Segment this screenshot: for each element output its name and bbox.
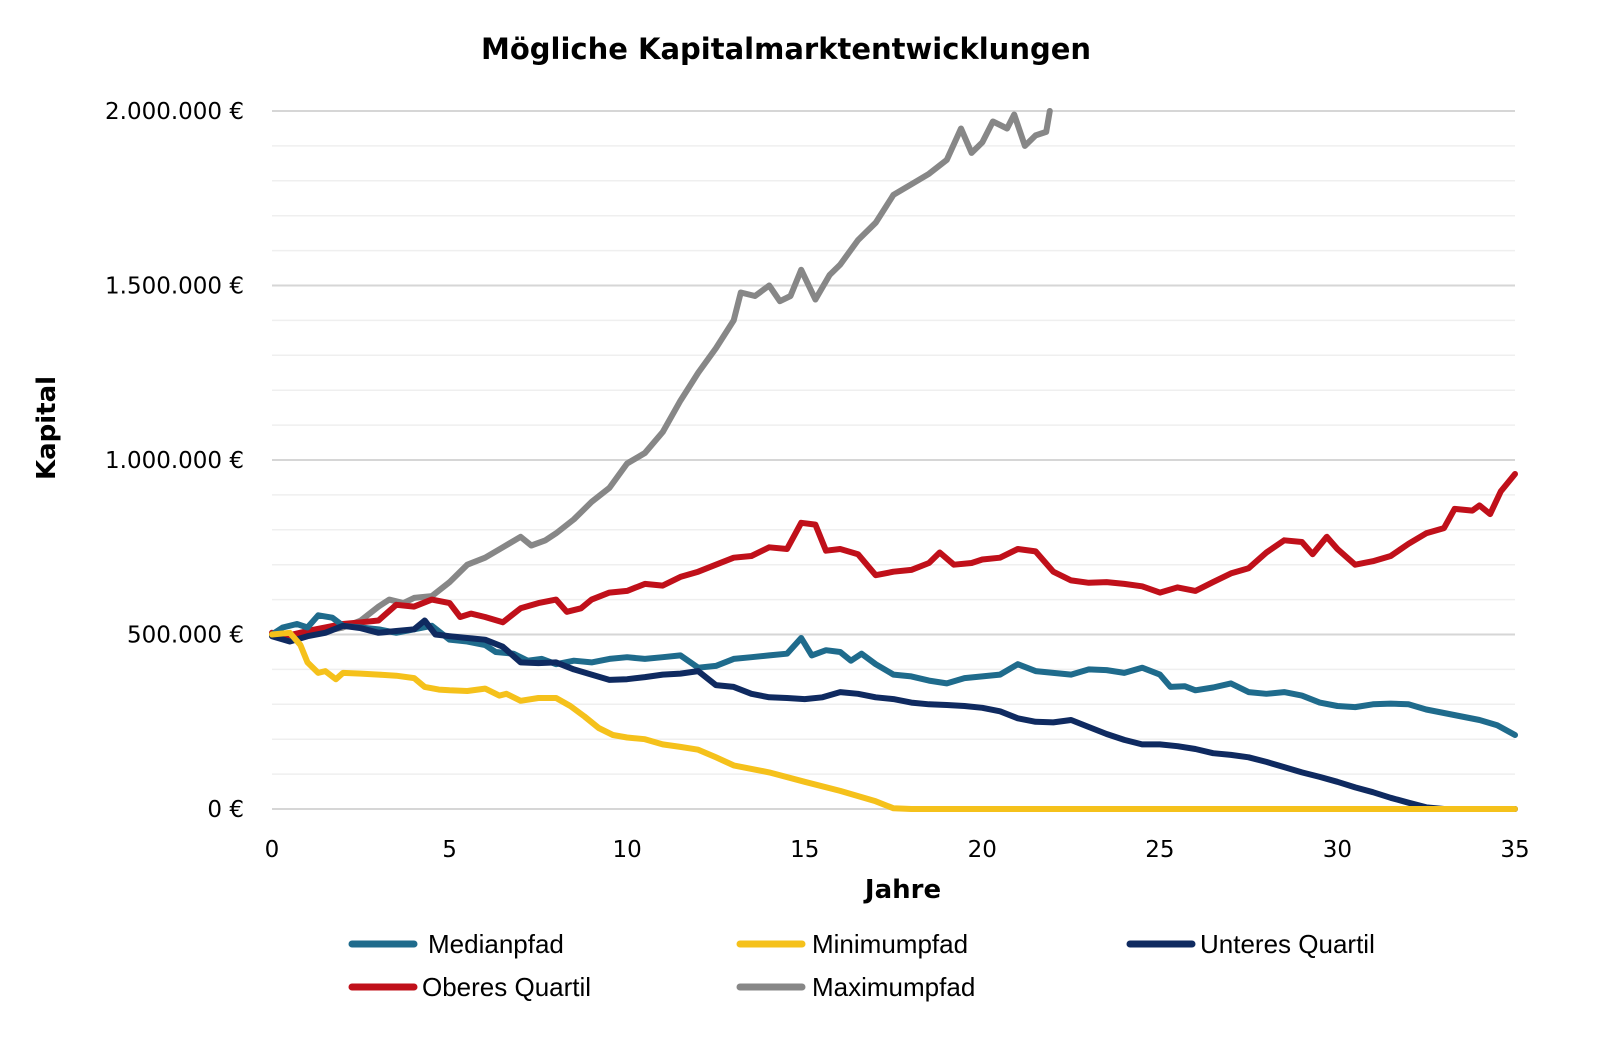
y-tick-label: 2.000.000 € [105, 99, 244, 125]
y-tick-label: 0 € [207, 797, 244, 823]
series-line-unteres-quartil [269, 617, 1518, 812]
x-tick-label: 5 [442, 837, 457, 863]
series-line-medianpfad [269, 612, 1518, 738]
y-tick-label: 1.500.000 € [105, 274, 244, 300]
x-axis-label: Jahre [863, 875, 941, 905]
y-axis-label: Kapital [32, 376, 62, 480]
plot-area [269, 108, 1518, 812]
x-tick-label: 0 [265, 837, 280, 863]
series-line-maximumpfad [269, 108, 1053, 641]
legend-label: Medianpfad [428, 929, 564, 959]
legend-label: Maximumpfad [812, 972, 975, 1002]
series-line-minimumpfad [269, 629, 1518, 812]
legend-item: Medianpfad [348, 929, 564, 959]
gridlines [272, 110, 1515, 810]
x-tick-label: 15 [790, 837, 819, 863]
legend-item: Minimumpfad [736, 929, 968, 959]
y-axis-ticks: 0 € 500.000 € 1.000.000 € 1.500.000 € 2.000.… [105, 99, 244, 823]
y-tick-label: 1.000.000 € [105, 448, 244, 474]
legend: Medianpfad Minimumpfad Unteres Quartil Ober… [348, 929, 1375, 1002]
x-tick-label: 25 [1145, 837, 1174, 863]
x-tick-label: 35 [1500, 837, 1529, 863]
legend-label: Oberes Quartil [422, 972, 591, 1002]
x-tick-label: 20 [968, 837, 997, 863]
series-line-oberes-quartil [269, 471, 1518, 639]
x-tick-label: 30 [1323, 837, 1352, 863]
legend-item: Oberes Quartil [348, 972, 591, 1002]
chart-title: Mögliche Kapitalmarktentwicklungen [481, 32, 1091, 66]
legend-label: Unteres Quartil [1200, 929, 1375, 959]
y-tick-label: 500.000 € [127, 623, 244, 649]
legend-label: Minimumpfad [812, 929, 968, 959]
x-axis-ticks: 0 5 10 15 20 25 30 35 [265, 837, 1530, 863]
legend-item: Maximumpfad [736, 972, 975, 1002]
legend-item: Unteres Quartil [1126, 929, 1375, 959]
x-tick-label: 10 [613, 837, 642, 863]
